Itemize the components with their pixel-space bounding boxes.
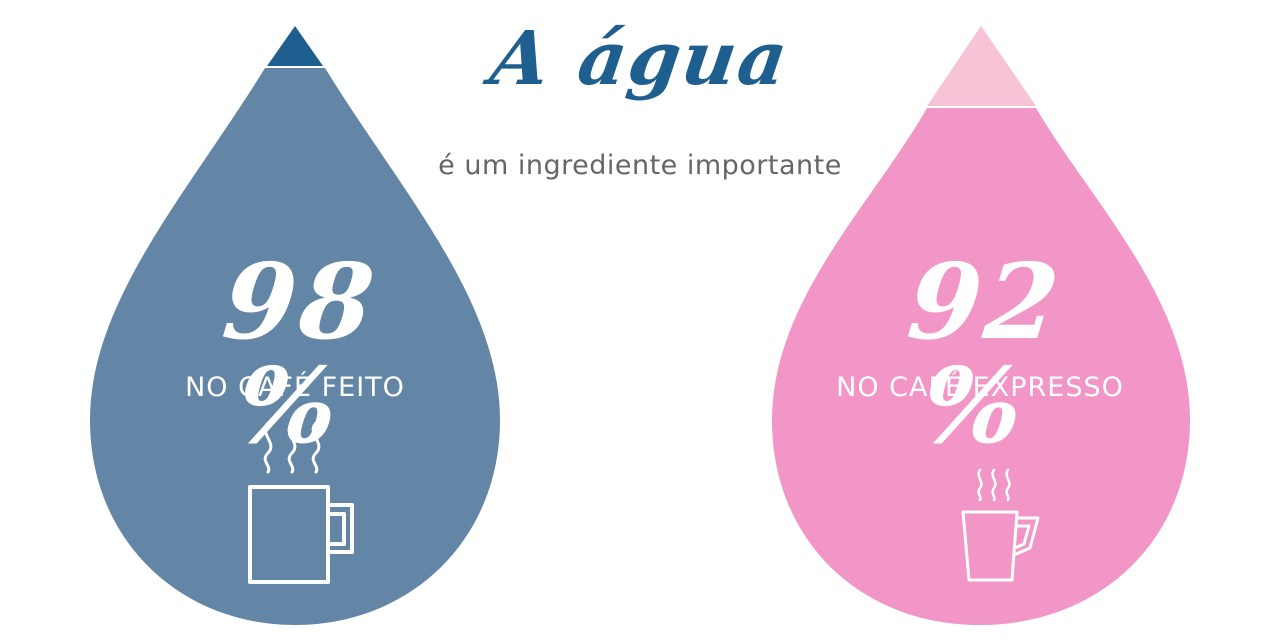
drop-left-tip xyxy=(267,26,323,66)
espresso-cup-icon xyxy=(961,510,1040,582)
drop-left xyxy=(90,26,500,625)
percent-right: 92 % xyxy=(902,240,1069,467)
page-title: A água xyxy=(485,16,795,102)
label-right: NO CAFÉ EXPRESSO xyxy=(836,372,1124,403)
steam-icon xyxy=(977,468,1011,502)
drop-right xyxy=(772,26,1190,625)
coffee-mug-icon xyxy=(248,485,354,584)
drop-left-body xyxy=(90,68,500,625)
percent-left: 98 % xyxy=(217,240,384,467)
steam-icon xyxy=(263,421,321,474)
label-left: NO CAFÉ FEITO xyxy=(185,372,405,403)
page-subtitle: é um ingrediente importante xyxy=(438,150,842,181)
drop-right-tip xyxy=(927,26,1036,106)
drop-right-body xyxy=(772,108,1190,625)
